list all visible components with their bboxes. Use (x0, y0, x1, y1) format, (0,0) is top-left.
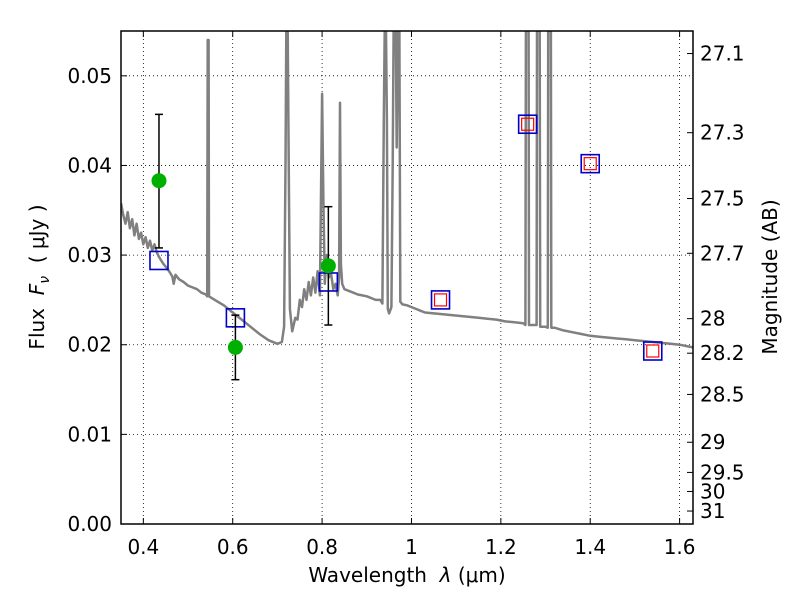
y2-tick-label: 27.3 (700, 121, 745, 145)
y-axis-title: Flux Fν ( μJy ) (25, 204, 53, 349)
y2-tick-label: 28.2 (700, 341, 745, 365)
model-photometry-inner-square (521, 117, 535, 131)
y-tick-label: 0.04 (67, 153, 112, 177)
observed-flux-point (151, 173, 167, 189)
x-tick-label: 1.6 (664, 535, 696, 559)
y2-tick-label: 27.1 (700, 42, 745, 66)
observed-flux-point (320, 258, 336, 274)
plot-background (121, 31, 693, 524)
y2-tick-label: 28.5 (700, 382, 745, 406)
y-tick-label: 0.05 (67, 64, 112, 88)
model-spectrum-line (121, 31, 693, 349)
photometry-points-layer (149, 113, 663, 381)
y2-tick-label: 27.7 (700, 241, 745, 265)
model-photometry-square (580, 153, 601, 174)
x-tick-label: 1.4 (574, 535, 606, 559)
model-photometry-inner-square (646, 344, 660, 358)
model-photometry-inner-square (433, 293, 448, 307)
model-photometry-square (149, 250, 169, 271)
x-tick-label: 0.4 (127, 535, 159, 559)
y-axis-title-symbol: F (25, 283, 49, 295)
y2-tick-label: 29.5 (700, 460, 745, 484)
axis-ticks: 0.4 0.6 0.8 1 1.2 1.4 1.6 0.00 0.01 0.02 0.03 0.04 0… (67, 31, 745, 559)
x-tick-label: 0.8 (306, 535, 338, 559)
model-photometry-square (517, 114, 538, 135)
y-tick-label: 0.00 (67, 512, 112, 536)
y-tick-label: 0.01 (67, 422, 112, 446)
x-tick-label: 1 (405, 535, 418, 559)
y-axis-title-prefix: Flux (25, 295, 49, 349)
model-photometry-inner-square (583, 157, 597, 171)
x-axis-title-symbol: λ (439, 563, 452, 587)
grid-lines (121, 31, 693, 524)
x-axis-title: Wavelength λ (μm) (308, 563, 505, 587)
y2-axis-title: Magnitude (AB) (758, 199, 782, 354)
y2-tick-label: 30 (700, 479, 725, 503)
y2-tick-label: 31 (700, 499, 725, 523)
model-photometry-square (430, 290, 451, 310)
y-tick-label: 0.03 (67, 243, 112, 267)
x-tick-label: 0.6 (217, 535, 249, 559)
y2-tick-label: 29 (700, 430, 725, 454)
y2-tick-label: 27.5 (700, 187, 745, 211)
y-axis-title-unit: ( μJy ) (25, 204, 49, 276)
x-tick-label: 1.2 (485, 535, 517, 559)
observed-flux-point (227, 339, 243, 355)
model-spectrum-layer (121, 31, 693, 349)
y2-tick-label: 28 (700, 307, 725, 331)
y-tick-label: 0.02 (67, 333, 112, 357)
x-axis-title-prefix: Wavelength (308, 563, 439, 587)
y-axis-title-subscript: ν (37, 276, 53, 284)
x-axis-title-unit: (μm) (452, 563, 506, 587)
model-photometry-square (642, 341, 663, 361)
plot-frame (120, 30, 694, 525)
